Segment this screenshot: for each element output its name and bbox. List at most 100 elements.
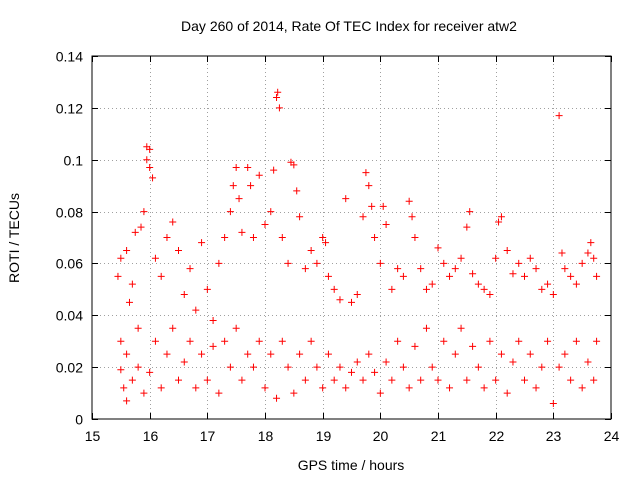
data-point: [296, 350, 304, 358]
data-point: [261, 384, 269, 392]
data-point: [503, 246, 511, 254]
data-point: [114, 272, 122, 280]
data-point: [330, 376, 338, 384]
data-point: [123, 397, 131, 405]
data-point: [469, 342, 477, 350]
data-point: [128, 280, 136, 288]
x-tick-label: 18: [258, 428, 274, 444]
data-point: [261, 221, 269, 229]
data-point: [146, 145, 154, 153]
data-point: [434, 244, 442, 252]
data-point: [273, 93, 281, 101]
data-point: [486, 337, 494, 345]
data-point: [319, 234, 327, 241]
data-point: [169, 218, 177, 226]
data-point: [143, 156, 151, 164]
data-point: [555, 112, 563, 120]
data-point: [296, 213, 304, 221]
data-point: [509, 358, 517, 366]
data-point: [515, 337, 523, 345]
data-point: [544, 337, 552, 345]
data-point: [163, 234, 171, 241]
data-point: [561, 350, 569, 358]
data-point: [584, 358, 592, 366]
data-point: [469, 270, 477, 278]
data-point: [362, 169, 370, 177]
data-point: [365, 182, 373, 190]
data-point: [169, 324, 177, 332]
data-point: [290, 161, 298, 169]
data-point: [417, 376, 425, 384]
data-point: [371, 368, 379, 376]
data-point: [134, 324, 142, 332]
data-point: [117, 366, 125, 374]
data-point: [226, 208, 234, 216]
data-point: [371, 234, 379, 241]
data-point: [451, 350, 459, 358]
data-point: [457, 254, 465, 262]
data-point: [235, 195, 243, 203]
data-point: [382, 358, 390, 366]
data-point: [221, 234, 229, 241]
data-point: [307, 337, 315, 345]
data-point: [538, 363, 546, 371]
data-point: [140, 208, 148, 216]
data-point: [324, 272, 332, 280]
data-point: [226, 363, 234, 371]
y-axis-label: ROTI / TECUs: [6, 193, 22, 283]
x-tick-label: 24: [604, 428, 620, 444]
data-point: [567, 376, 575, 384]
data-point: [480, 384, 488, 392]
data-point: [180, 291, 188, 299]
data-point: [463, 223, 471, 231]
data-point: [555, 363, 563, 371]
y-tick-label: 0.02: [56, 360, 83, 376]
grid-lines: [92, 56, 611, 419]
data-point: [368, 202, 376, 210]
data-point: [549, 399, 557, 407]
data-point: [301, 376, 309, 384]
data-point: [440, 259, 448, 267]
data-point: [336, 363, 344, 371]
x-tick-label: 19: [316, 428, 332, 444]
data-point: [123, 350, 131, 358]
data-point: [209, 316, 217, 324]
x-tick-label: 17: [200, 428, 216, 444]
data-point: [137, 223, 145, 231]
data-point: [163, 350, 171, 358]
data-point: [198, 239, 206, 247]
data-point: [503, 389, 511, 397]
data-point: [353, 291, 361, 299]
data-point: [451, 265, 459, 273]
data-point: [422, 285, 430, 293]
data-point: [480, 285, 488, 293]
data-point: [544, 280, 552, 288]
y-tick-label: 0.08: [56, 205, 83, 221]
data-point: [273, 394, 281, 402]
data-point: [203, 285, 211, 293]
data-point: [521, 272, 528, 280]
data-point: [149, 174, 157, 182]
data-point: [290, 389, 298, 397]
data-point: [157, 272, 165, 280]
data-point: [532, 384, 540, 392]
data-point: [532, 265, 540, 273]
data-point: [244, 163, 252, 171]
data-point: [146, 368, 154, 376]
data-point: [572, 337, 580, 345]
data-point: [278, 234, 286, 241]
data-point: [587, 239, 595, 247]
data-point: [572, 280, 580, 288]
data-point: [411, 342, 419, 350]
data-point: [492, 254, 500, 262]
data-point: [255, 171, 263, 179]
data-point: [244, 350, 252, 358]
data-point: [128, 376, 136, 384]
data-point: [301, 265, 309, 273]
data-point: [492, 376, 500, 384]
y-tick-label: 0: [75, 412, 83, 428]
data-point: [313, 363, 321, 371]
data-point: [284, 259, 292, 267]
